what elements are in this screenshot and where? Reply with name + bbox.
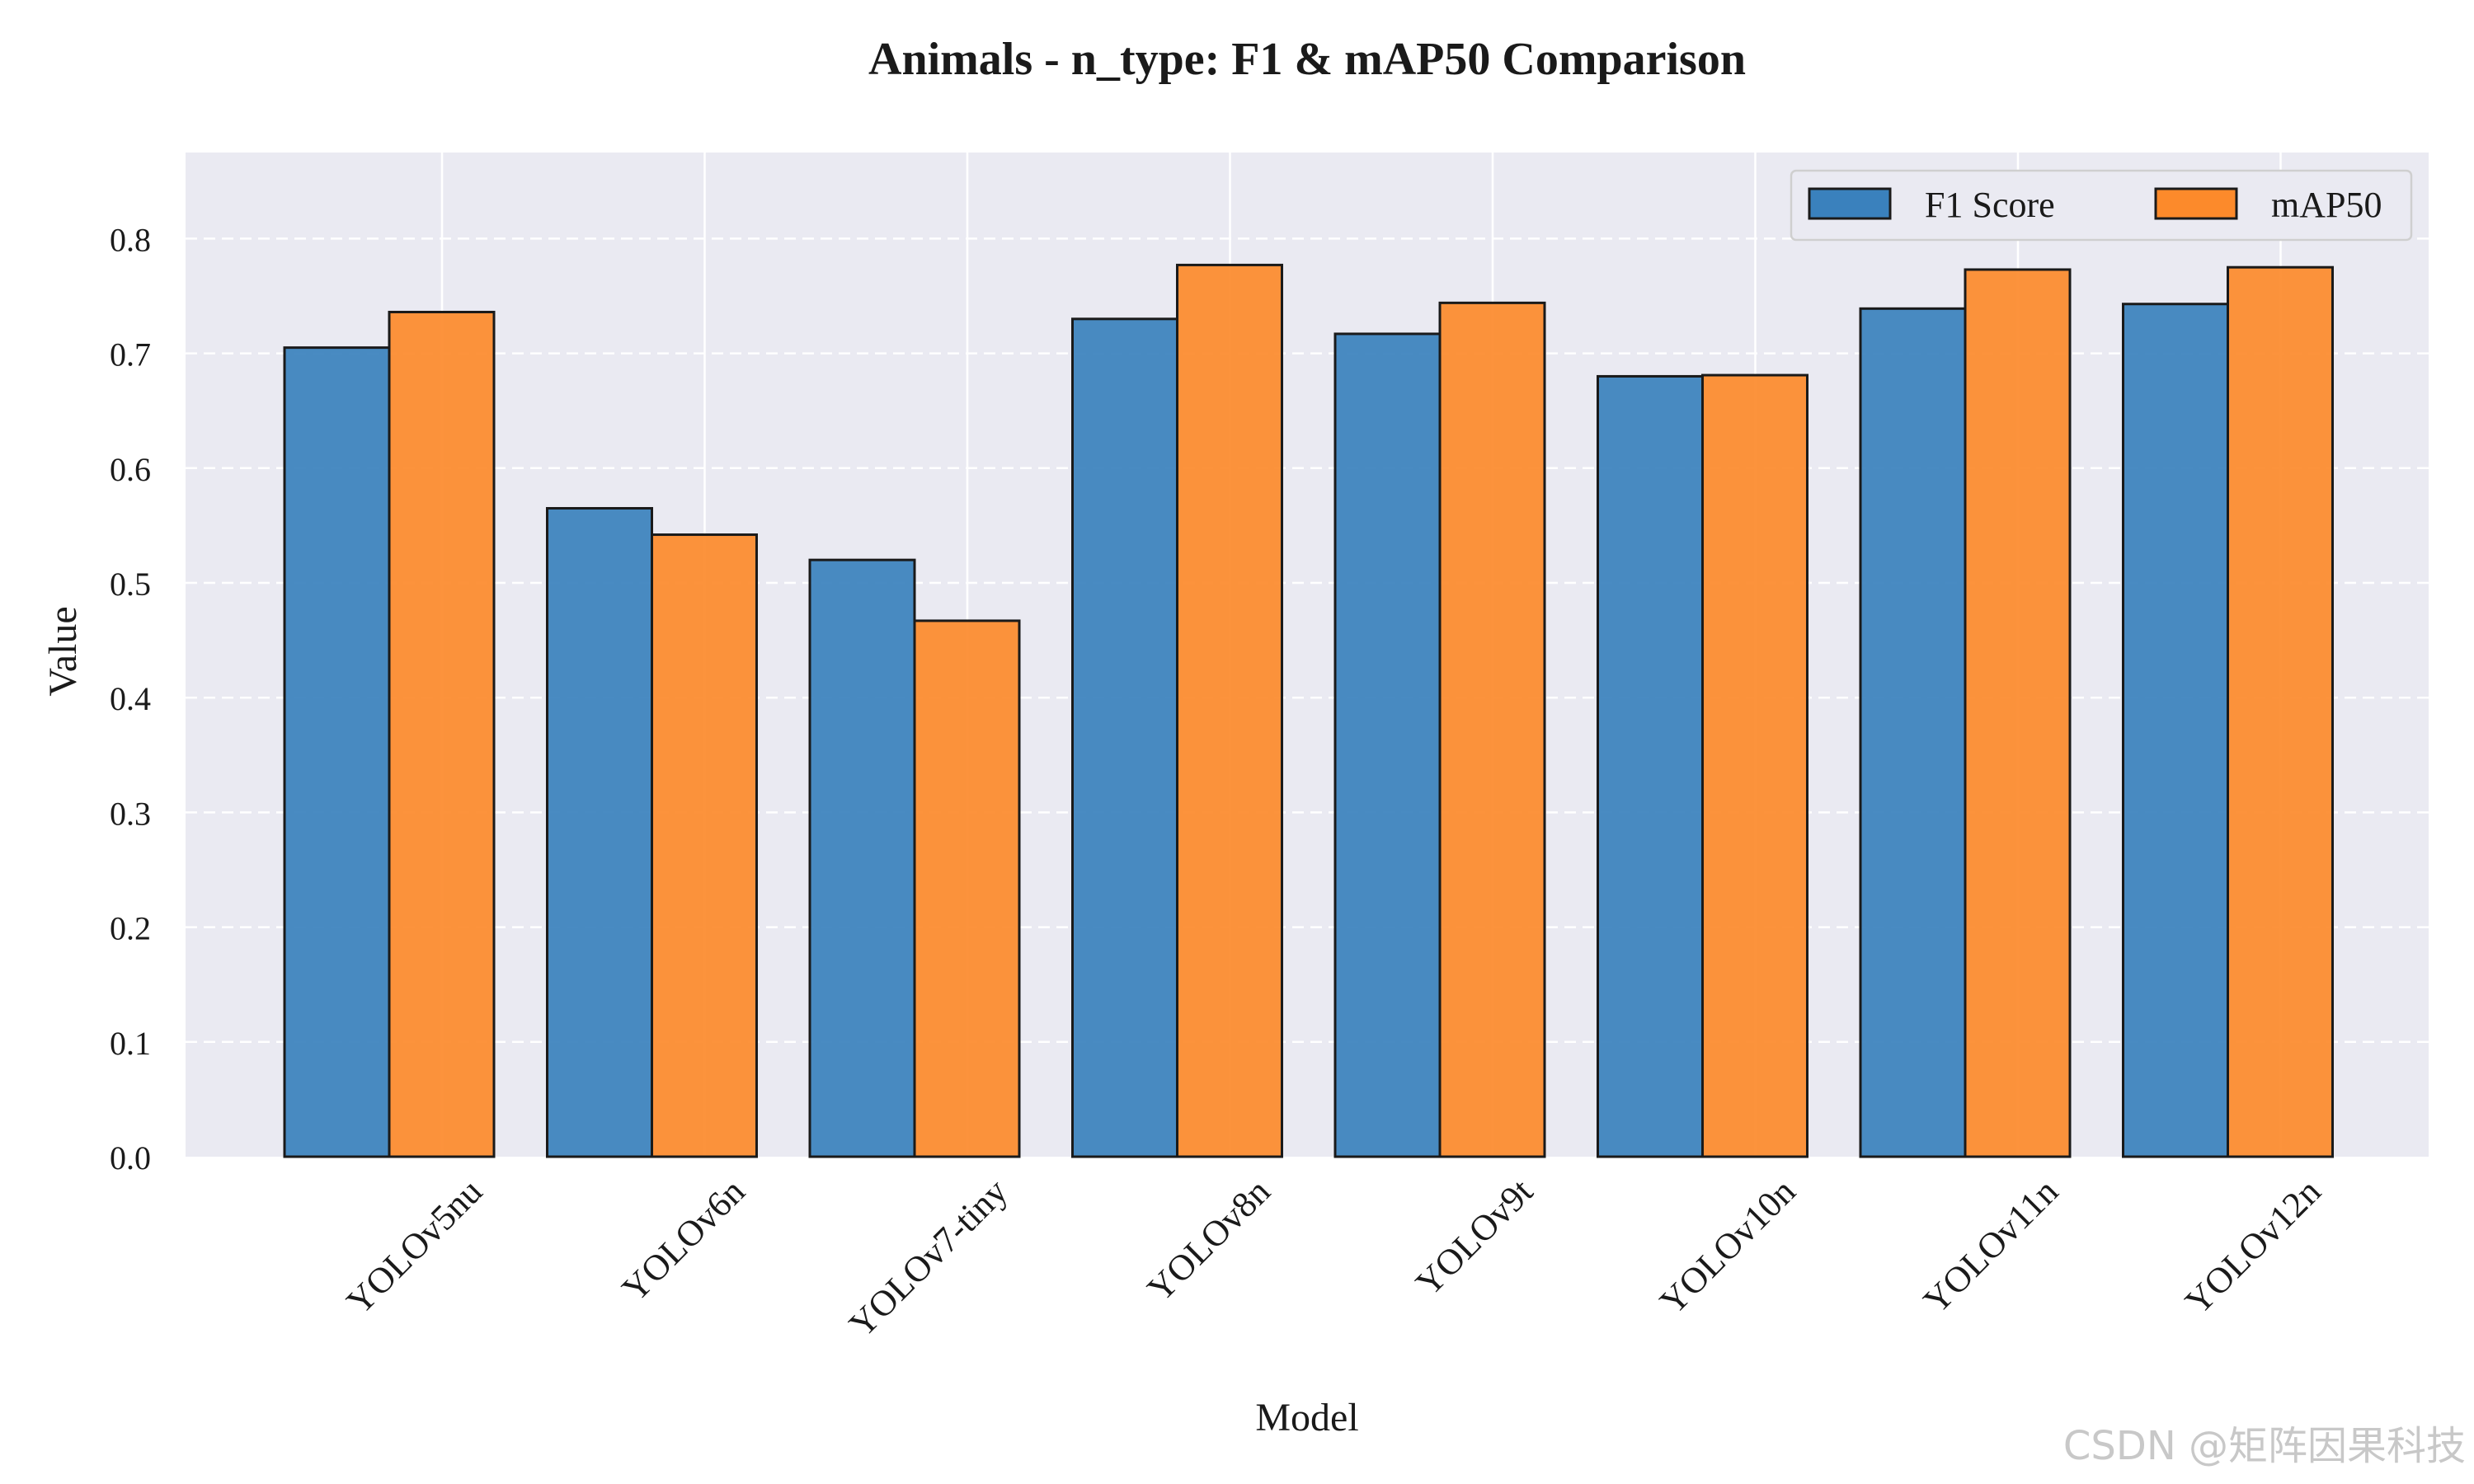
bar-f1-score-yolov10n [1597, 374, 1704, 1158]
x-tick-label: YOLOv5nu [339, 1171, 490, 1322]
y-tick-label: 0.7 [110, 336, 151, 373]
y-tick-labels: 0.0 0.1 0.2 0.3 0.4 0.5 0.6 0.7 0.8 [110, 221, 151, 1176]
y-tick-label: 0.0 [110, 1139, 151, 1176]
bar-map50-yolov12n [2227, 265, 2334, 1158]
bar-map50-yolov11n [1964, 268, 2072, 1158]
bar-map50-yolov7-tiny [913, 619, 1021, 1158]
bar-map50-yolov10n [1701, 373, 1808, 1158]
bar-map50-yolov6n [651, 533, 758, 1158]
plot-area [186, 153, 2429, 1157]
y-tick-label: 0.6 [110, 451, 151, 488]
x-tick-label: YOLOv9t [1408, 1171, 1540, 1303]
bar-f1-score-yolov6n [546, 507, 653, 1158]
y-axis-label: Value [41, 606, 85, 696]
x-tick-label: YOLOv6n [614, 1171, 753, 1309]
legend-label: F1 Score [1925, 185, 2055, 225]
x-tick-label: YOLOv11n [1916, 1171, 2066, 1321]
bar-f1-score-yolov11n [1859, 307, 1967, 1158]
bar-f1-score-yolov8n [1071, 317, 1178, 1158]
x-axis-label: Model [1255, 1396, 1358, 1439]
x-tick-label: YOLOv8n [1140, 1171, 1278, 1309]
bar-f1-score-yolov7-tiny [808, 558, 916, 1158]
bar-map50-yolov5nu [388, 310, 496, 1158]
x-tick-label: YOLOv7-tiny [841, 1171, 1015, 1345]
legend: F1 Score mAP50 [1790, 169, 2413, 242]
y-tick-label: 0.4 [110, 680, 151, 717]
y-tick-label: 0.3 [110, 795, 151, 832]
watermark: CSDN @矩阵因果科技 [2063, 1423, 2466, 1469]
bar-f1-score-yolov12n [2122, 303, 2229, 1158]
bar-map50-yolov9t [1438, 301, 1546, 1158]
bar-f1-score-yolov5nu [283, 346, 391, 1158]
legend-frame [1790, 169, 2413, 242]
y-tick-label: 0.5 [110, 566, 151, 603]
legend-swatch [1808, 187, 1892, 220]
x-tick-labels: YOLOv5nu YOLOv6n YOLOv7-tiny YOLOv8n YOLOv9t… [339, 1171, 2329, 1345]
x-tick-label: YOLOv12n [2177, 1171, 2328, 1322]
legend-label: mAP50 [2271, 185, 2382, 225]
bar-f1-score-yolov9t [1333, 332, 1442, 1158]
legend-swatch [2154, 187, 2238, 220]
bar-map50-yolov8n [1176, 263, 1283, 1158]
x-tick-label: YOLOv10n [1652, 1171, 1803, 1322]
y-tick-label: 0.8 [110, 221, 151, 258]
bars [283, 263, 2334, 1158]
y-tick-label: 0.2 [110, 910, 151, 947]
chart-title: Animals - n_type: F1 & mAP50 Comparison [868, 34, 1746, 85]
y-tick-label: 0.1 [110, 1025, 151, 1062]
